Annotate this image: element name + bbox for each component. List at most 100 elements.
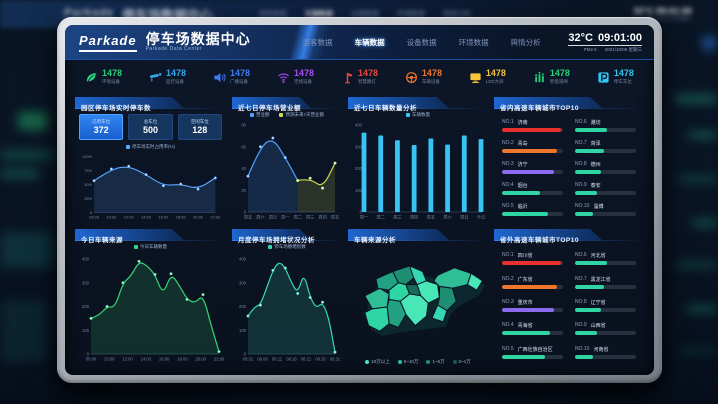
rank-name: 临沂 <box>517 204 528 210</box>
kpi-value: 1478 <box>102 68 123 78</box>
camera-icon <box>149 72 162 81</box>
panel-title-bar: 近七日车辆数量分析 <box>348 97 488 112</box>
svg-text:20: 20 <box>241 188 246 193</box>
background-glow <box>692 220 718 226</box>
rank-number: NO.1 <box>502 119 514 125</box>
rank-bar-fill <box>575 170 601 174</box>
svg-text:周六: 周六 <box>256 214 264 221</box>
rank-item-NO.4: NO.4 烟台 <box>502 178 563 199</box>
kpi-label: 广播设备 <box>229 79 248 84</box>
barrier-gate-icon <box>535 71 544 82</box>
svg-text:80: 80 <box>241 123 246 128</box>
background-glow <box>0 170 40 178</box>
map-legend-item: 0~1万 <box>452 359 471 365</box>
rank-bar-track <box>502 307 563 312</box>
svg-text:周六: 周六 <box>443 214 451 221</box>
rank-bar-track <box>502 331 563 336</box>
kpi-parking: 1478 停车车位 <box>597 69 634 85</box>
kpi-barrier-gate: 1478 智能道闸 <box>533 69 570 85</box>
svg-text:08.11: 08.11 <box>272 357 283 362</box>
svg-text:周二: 周二 <box>294 215 302 221</box>
svg-text:18:00: 18:00 <box>176 215 187 220</box>
background-temp: 32°C <box>633 6 654 16</box>
rank-number: NO.2 <box>502 140 514 146</box>
chart-legend: 今日车辆数量 <box>75 242 226 251</box>
rank-bar-fill <box>575 191 597 195</box>
chart-legend: 停车场拥堵指数 <box>232 242 342 251</box>
kpi-row: 1478 环境设备 1478 监控设备 1478 广播设备 1478 无线设备 1478 智慧路灯… <box>65 60 654 94</box>
rank-bar-fill <box>502 307 554 312</box>
map-legend-item: 1~5万 <box>426 359 445 365</box>
background-glow <box>702 36 716 50</box>
rank-item-NO.6: NO.6 河北省 <box>575 247 636 270</box>
rank-bar-fill <box>575 261 607 266</box>
kpi-steering-wheel: 1478 车辆设备 <box>405 69 442 85</box>
rank-bar-track <box>502 149 563 153</box>
svg-text:周四: 周四 <box>410 215 418 221</box>
kpi-value: 1478 <box>165 68 187 78</box>
panel-title-bar: 近七日停车场营业额 <box>232 97 342 112</box>
rank-name: 泰安 <box>590 183 601 189</box>
today-area-chart: 0 100 200 300 400 08:00 10:00 12:00 14:00 16:00 18… <box>82 257 224 362</box>
rank-number: NO.4 <box>502 322 514 329</box>
temperature: 32°C <box>568 31 593 44</box>
svg-text:08.06: 08.06 <box>257 357 268 362</box>
legend-item: 今日车辆数量 <box>134 244 167 250</box>
kpi-value: 1478 <box>229 68 250 78</box>
legend-item: 预测未来7天营业额 <box>279 112 324 118</box>
rank-bar-track <box>575 191 636 195</box>
rank-bar-track <box>575 212 636 216</box>
volume-bar-chart: 0 100 200 300 400 周一 周二 周三 周四 周五 周六 周日 今日 <box>355 123 485 221</box>
kpi-wifi: 1478 无线设备 <box>277 69 314 85</box>
dashboard-screen: Parkade 停车场数据中心 Parkade Data Center 游客数据… <box>65 25 654 375</box>
rank-number: NO.3 <box>502 298 514 305</box>
panel-top10-in-province: 省内高速车辆城市TOP10 NO.1 济南 NO.2 青岛 NO.3 济宁 NO.4 烟台 NO… <box>494 97 644 223</box>
steering-wheel-icon <box>405 71 417 83</box>
nav-item-舆情分析[interactable]: 舆情分析 <box>510 37 541 47</box>
svg-text:周五: 周五 <box>331 215 339 221</box>
svg-text:12:00: 12:00 <box>124 215 135 220</box>
rank-number: NO.5 <box>502 203 514 209</box>
rank-bar-fill <box>502 149 557 153</box>
nav-item-游客数据[interactable]: 游客数据 <box>302 37 333 47</box>
date-label: 2021/10/06 星期三 <box>604 46 642 52</box>
rank-bar-fill <box>502 261 562 266</box>
background-glow <box>0 150 56 160</box>
panel-title-bar: 省内高速车辆城市TOP10 <box>494 97 644 112</box>
svg-text:14:00: 14:00 <box>141 357 152 362</box>
background-glow <box>0 300 48 362</box>
kpi-speaker: 1478 广播设备 <box>213 69 250 85</box>
rank-item-NO.5: NO.5 临沂 <box>502 199 563 220</box>
rank-name: 潍坊 <box>590 120 601 126</box>
nav-item-车辆数据[interactable]: 车辆数据 <box>354 37 385 47</box>
panel-vehicle-origin-map: 车辆来源分析 <box>348 229 488 367</box>
svg-text:08:00: 08:00 <box>89 215 100 220</box>
svg-text:周一: 周一 <box>360 215 368 221</box>
rank-item-NO.10: NO.10 淄博 <box>575 199 636 220</box>
rank-name: 菏泽 <box>590 141 601 147</box>
svg-text:18:00: 18:00 <box>177 357 188 362</box>
rank-name: 四川省 <box>517 253 533 260</box>
svg-text:300: 300 <box>82 280 90 285</box>
rank-item-NO.8: NO.8 辽宁省 <box>575 294 636 317</box>
svg-text:周四: 周四 <box>318 215 326 221</box>
panel-title: 省外高速车辆城市TOP10 <box>500 237 579 244</box>
background-glow <box>686 306 718 312</box>
svg-text:10:00: 10:00 <box>106 215 117 220</box>
background-glow <box>688 132 718 138</box>
brand-logo: Parkade <box>79 33 137 52</box>
kpi-label: 车辆设备 <box>421 79 440 84</box>
rank-bar-track <box>575 354 636 359</box>
nav-item-环境数据[interactable]: 环境数据 <box>458 37 489 47</box>
rank-item-NO.2: NO.2 广东省 <box>502 270 563 293</box>
rank-name: 广西壮族自治区 <box>517 346 553 353</box>
svg-text:22:00: 22:00 <box>214 357 224 362</box>
background-time: 09:01:00 <box>655 6 692 16</box>
kpi-value: 1478 <box>357 68 378 78</box>
nav-item-设备数据[interactable]: 设备数据 <box>406 37 437 47</box>
legend-item: 营业额 <box>249 112 269 118</box>
streetlamp-icon <box>345 72 353 83</box>
background-glow <box>676 262 718 268</box>
background-date: 2021/10/06 星期三 <box>658 16 692 21</box>
